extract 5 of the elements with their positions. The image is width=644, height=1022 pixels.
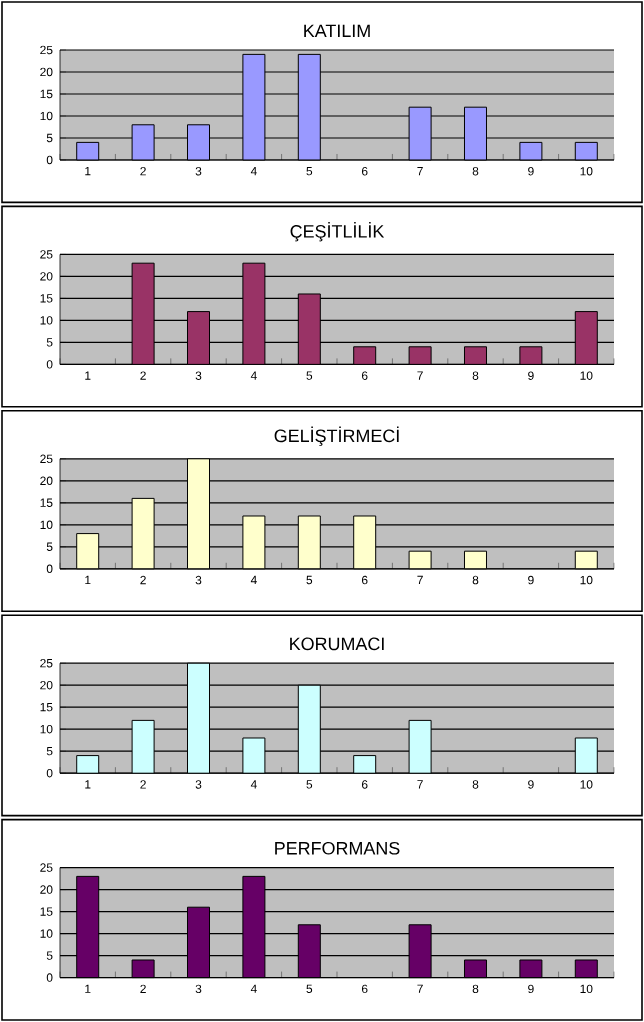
- chart-title: PERFORMANS: [275, 841, 400, 855]
- chart-title: KORUMACI: [290, 637, 384, 651]
- chart-title: KATILIM: [304, 24, 370, 37]
- chart-title: GELİŞTİRMECİ: [274, 426, 399, 446]
- chart-title: ÇEŞİTLİLİK: [290, 222, 385, 242]
